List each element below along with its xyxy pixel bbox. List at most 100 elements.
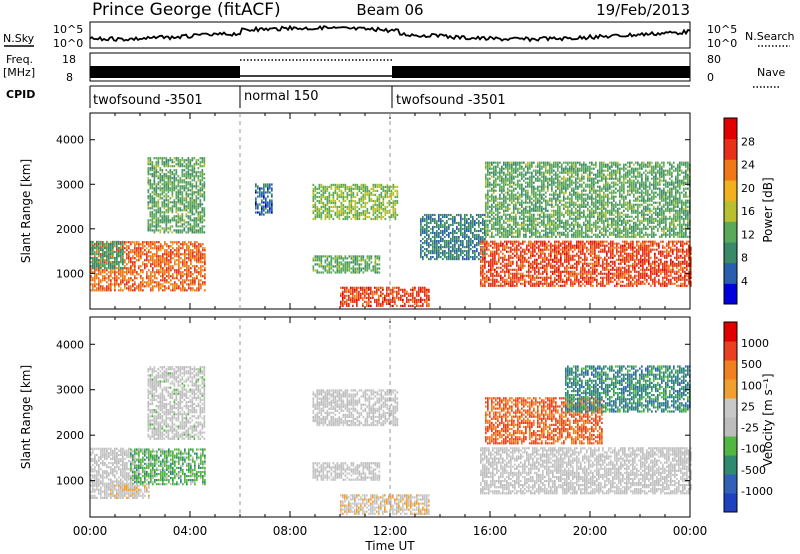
data-cell [628, 266, 630, 269]
data-cell [98, 248, 100, 252]
data-cell [390, 298, 392, 301]
data-cell [636, 278, 638, 281]
data-cell [582, 266, 584, 269]
data-cell [426, 213, 428, 217]
data-cell [176, 253, 178, 256]
data-cell [148, 249, 150, 252]
data-cell [626, 260, 628, 263]
data-cell [334, 185, 337, 188]
data-cell [162, 289, 164, 292]
data-cell [194, 279, 196, 282]
data-cell [96, 260, 98, 264]
data-cell [434, 221, 436, 225]
data-cell [146, 275, 148, 278]
data-cell [144, 265, 146, 268]
data-cell [388, 302, 390, 305]
data-cell [186, 257, 188, 260]
data-cell [510, 254, 512, 257]
data-cell [562, 262, 564, 265]
data-cell [156, 271, 158, 274]
data-cell [155, 201, 158, 204]
data-cell [138, 255, 140, 258]
data-cell [320, 195, 323, 199]
data-cell [386, 195, 389, 199]
data-cell [522, 272, 524, 275]
data-cell [424, 248, 426, 251]
data-cell [110, 248, 112, 252]
data-cell [516, 272, 518, 275]
data-cell [90, 289, 92, 292]
data-cell [342, 197, 345, 201]
data-cell [159, 175, 162, 178]
data-cell [348, 193, 351, 196]
data-cell [520, 242, 522, 245]
data-cell [448, 246, 450, 249]
data-cell [318, 209, 321, 213]
data-cell [255, 199, 257, 202]
data-cell [512, 240, 514, 243]
data-cell [512, 280, 514, 283]
data-cell [122, 256, 124, 260]
data-cell [606, 266, 608, 269]
data-cell [542, 264, 544, 267]
data-cell [193, 201, 196, 204]
data-cell [538, 282, 540, 285]
data-cell [622, 266, 624, 269]
data-cell [128, 271, 130, 274]
data-cell [181, 157, 184, 160]
data-cell [378, 193, 381, 196]
data-cell [178, 241, 180, 244]
data-cell [396, 296, 398, 299]
data-cell [540, 242, 542, 245]
data-cell [560, 280, 562, 283]
data-cell [199, 211, 202, 214]
data-cell [154, 245, 156, 248]
data-cell [370, 255, 373, 258]
data-cell [582, 240, 584, 243]
data-cell [556, 282, 558, 285]
data-cell [170, 253, 172, 256]
data-cell [422, 231, 424, 235]
data-cell [388, 185, 391, 188]
data-cell [526, 252, 528, 255]
data-cell [460, 252, 462, 255]
data-cell [484, 219, 486, 223]
data-cell [546, 258, 548, 261]
data-cell [261, 187, 263, 190]
data-cell [197, 159, 200, 162]
data-cell [602, 268, 604, 271]
data-cell [118, 252, 120, 256]
data-cell [460, 229, 462, 233]
data-cell [424, 217, 426, 221]
data-cell [630, 248, 632, 251]
data-cell [648, 240, 650, 243]
data-cell [382, 189, 385, 192]
data-cell [394, 296, 396, 299]
data-cell [632, 276, 634, 279]
data-cell [484, 282, 486, 285]
data-cell [188, 257, 190, 260]
data-cell [574, 248, 576, 251]
data-cell [96, 269, 98, 272]
data-cell [164, 257, 166, 260]
data-cell [536, 276, 538, 279]
data-cell [320, 255, 323, 258]
data-cell [444, 254, 446, 257]
data-cell [186, 289, 188, 292]
data-cell [159, 169, 162, 172]
data-cell [155, 217, 158, 220]
data-cell [196, 265, 198, 268]
data-cell [90, 240, 92, 243]
data-cell [199, 191, 202, 194]
data-cell [448, 231, 450, 235]
data-cell [646, 254, 648, 257]
data-cell [648, 268, 650, 271]
data-cell [550, 244, 552, 247]
data-cell [196, 271, 198, 274]
data-cell [322, 265, 325, 268]
data-cell [177, 191, 180, 194]
data-cell [179, 217, 182, 220]
data-cell [199, 187, 202, 190]
data-cell [368, 255, 371, 258]
data-cell [564, 270, 566, 273]
